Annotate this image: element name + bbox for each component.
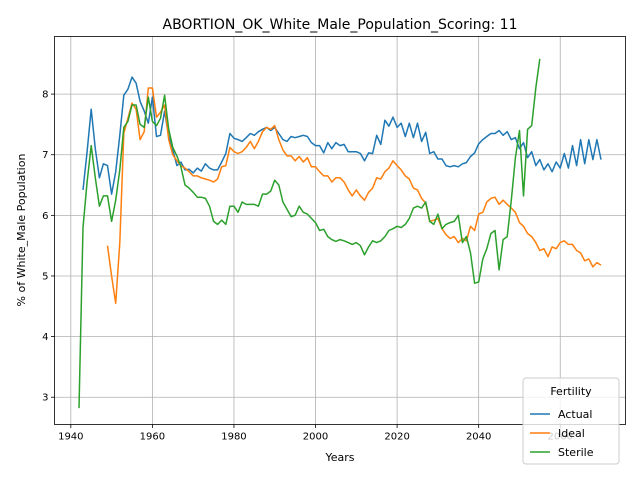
plot-frame: [54, 36, 626, 425]
legend-title: Fertility: [550, 385, 592, 398]
x-tick-label: 2000: [303, 432, 328, 443]
grid: [54, 36, 626, 425]
series-line-sterile: [78, 58, 541, 409]
y-tick-label: 4: [42, 332, 48, 343]
series-line-actual: [82, 76, 602, 195]
x-axis-label: Years: [324, 451, 354, 464]
legend-entries: Actual Ideal Sterile: [530, 408, 594, 459]
legend-label-sterile: Sterile: [558, 446, 594, 459]
y-tick-label: 8: [42, 90, 48, 101]
legend-label-ideal: Ideal: [558, 427, 585, 440]
legend: Fertility Actual Ideal Sterile: [522, 377, 620, 465]
y-tick-label: 7: [42, 150, 48, 161]
y-tick-label: 6: [42, 211, 48, 222]
y-tick-label: 3: [42, 393, 48, 404]
y-ticks: 3 4 5 6 7 8: [42, 90, 55, 404]
series-line-ideal: [106, 87, 602, 305]
legend-frame: [522, 377, 620, 465]
legend-label-actual: Actual: [558, 408, 592, 421]
x-tick-label: 1960: [140, 432, 165, 443]
series-lines: [78, 58, 602, 409]
chart-title: ABORTION_OK_White_Male_Population_Scorin…: [163, 17, 518, 33]
x-tick-label: 1940: [58, 432, 83, 443]
x-tick-label: 2040: [466, 432, 491, 443]
x-tick-label: 2020: [384, 432, 409, 443]
x-tick-label: 1980: [221, 432, 246, 443]
y-tick-label: 5: [42, 271, 48, 282]
y-axis-label: % of White_Male Population: [15, 154, 28, 307]
